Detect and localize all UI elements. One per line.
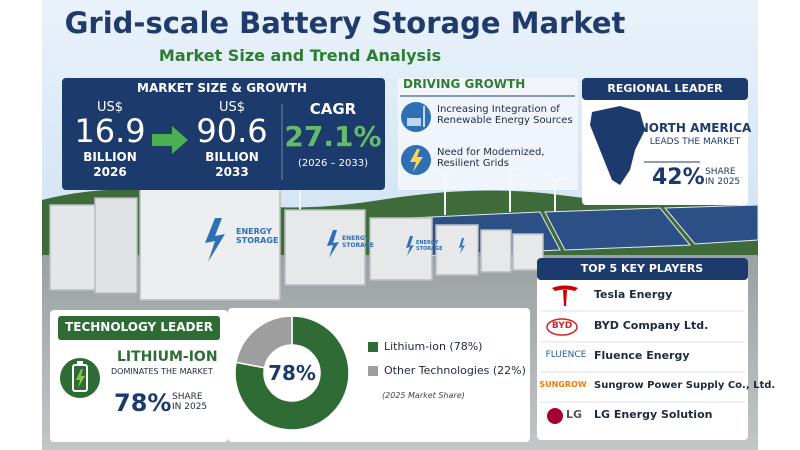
player-name: Fluence Energy: [594, 349, 690, 362]
end-value: 90.6: [196, 112, 268, 150]
region: NORTH AMERICA: [638, 121, 752, 135]
currency: US$: [218, 100, 246, 115]
players-panel: [537, 258, 748, 440]
start-value: 16.9: [74, 112, 146, 150]
unit: BILLION: [205, 150, 259, 164]
regional-heading: REGIONAL LEADER: [607, 82, 723, 95]
technology-note: DOMINATES THE MARKET: [111, 367, 213, 376]
legend-swatch: [368, 342, 378, 352]
year: 2026: [93, 165, 127, 179]
technology-share: 78%: [114, 389, 172, 417]
technology-heading: TECHNOLOGY LEADER: [65, 320, 213, 334]
donut-center-label: 78%: [268, 361, 316, 385]
player-logo: BYD: [551, 321, 573, 331]
chart-note: (2025 Market Share): [382, 391, 465, 400]
player-name: LG Energy Solution: [594, 408, 713, 421]
technology-name: LITHIUM-ION: [117, 349, 218, 365]
market-panel: [62, 78, 385, 190]
renewable-icon: [401, 102, 431, 132]
cagr-period: (2026 – 2033): [297, 158, 369, 169]
region-note: LEADS THE MARKET: [649, 137, 741, 147]
cagr-label: CAGR: [309, 100, 357, 118]
player-name: Tesla Energy: [594, 288, 673, 301]
growth-arrow: [152, 126, 188, 154]
technology-panel: [50, 310, 228, 442]
container-label: ENERGY STORAGE: [416, 240, 443, 252]
region-share: 42%: [652, 165, 705, 190]
driver-item: Increasing Integration of Renewable Ener…: [437, 104, 573, 126]
player-name: BYD Company Ltd.: [594, 319, 709, 332]
year: 2033: [215, 165, 249, 179]
container-label: ENERGY STORAGE: [342, 235, 374, 249]
player-logo: LG: [566, 408, 583, 421]
legend-label: Other Technologies (22%): [384, 364, 526, 377]
subtitle: Market Size and Trend Analysis: [158, 46, 442, 65]
currency: US$: [96, 100, 124, 115]
unit: BILLION: [83, 150, 137, 164]
market-heading: MARKET SIZE & GROWTH: [137, 81, 307, 95]
drivers-heading: DRIVING GROWTH: [403, 77, 526, 91]
container-label: ENERGY STORAGE: [236, 227, 279, 245]
driver-item: Need for Modernized, Resilient Grids: [437, 147, 545, 169]
donut-segment: [235, 315, 293, 369]
player-logo: SUNGROW: [539, 380, 587, 389]
player-logo: FLUENCE: [545, 350, 587, 360]
legend-label: Lithium-ion (78%): [384, 340, 483, 353]
player-name: Sungrow Power Supply Co., Ltd.: [594, 380, 776, 391]
donut-segment: [234, 315, 350, 431]
north-america-map: [590, 106, 645, 185]
tesla-logo: [552, 285, 578, 306]
title: Grid-scale Battery Storage Market: [64, 6, 626, 40]
legend-swatch: [368, 366, 378, 376]
cagr-value: 27.1%: [284, 120, 382, 153]
players-heading: TOP 5 KEY PLAYERS: [580, 262, 704, 275]
technology-share-label: SHARE IN 2025: [172, 392, 208, 412]
region-share-label: SHARE IN 2025: [705, 167, 741, 187]
